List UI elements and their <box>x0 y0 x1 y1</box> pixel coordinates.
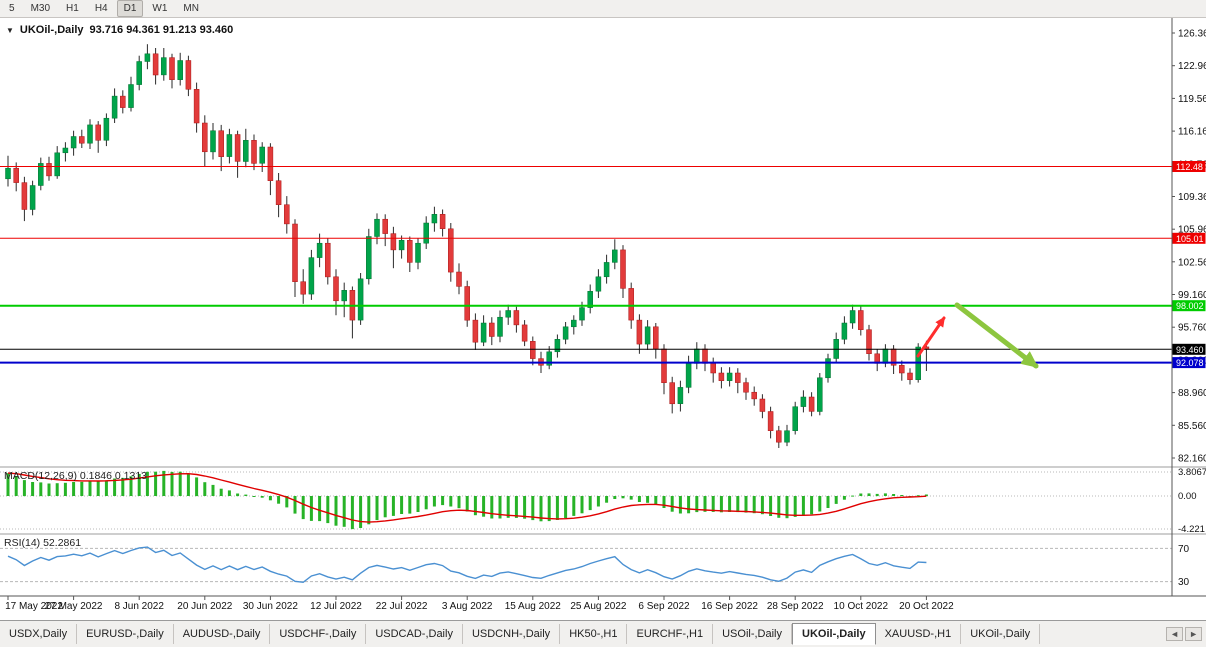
svg-text:30 Jun 2022: 30 Jun 2022 <box>243 601 298 612</box>
macd-panel: 3.8067 0.00 -4.221 MACD(12,26,9) 0.1846 0.1… <box>0 467 1206 535</box>
svg-text:82.160: 82.160 <box>1178 454 1206 465</box>
symbol-dropdown-icon[interactable]: ▼ <box>6 25 14 35</box>
svg-text:30: 30 <box>1178 577 1190 588</box>
chart-area[interactable]: 126.360122.960119.560116.160112.760109.3… <box>0 18 1206 620</box>
svg-text:25 Aug 2022: 25 Aug 2022 <box>570 601 627 612</box>
svg-text:122.960: 122.960 <box>1178 61 1206 72</box>
rsi-label: RSI(14) 52.2861 <box>4 537 81 549</box>
svg-text:17 May 2022: 17 May 2022 <box>5 601 63 612</box>
timeframe-toolbar: 5 M30 H1 H4 D1 W1 MN <box>0 0 1206 18</box>
price-tag-92.078: 92.078 <box>1172 357 1206 369</box>
svg-text:12 Jul 2022: 12 Jul 2022 <box>310 601 362 612</box>
svg-text:102.560: 102.560 <box>1178 257 1206 268</box>
tab-xauusd-h1[interactable]: XAUUSD-,H1 <box>876 624 962 644</box>
svg-text:3 Aug 2022: 3 Aug 2022 <box>442 601 493 612</box>
timeframe-m30[interactable]: M30 <box>30 3 51 14</box>
svg-text:85.560: 85.560 <box>1178 421 1206 432</box>
svg-text:8 Jun 2022: 8 Jun 2022 <box>114 601 164 612</box>
tab-hk50-h1[interactable]: HK50-,H1 <box>560 624 628 644</box>
svg-text:3.8067: 3.8067 <box>1178 467 1206 478</box>
svg-text:-4.221: -4.221 <box>1178 524 1205 535</box>
timeframe-d1[interactable]: D1 <box>116 0 144 17</box>
svg-text:109.360: 109.360 <box>1178 192 1206 203</box>
chart-canvas[interactable]: 126.360122.960119.560116.160112.760109.3… <box>0 18 1206 620</box>
timeframe-mn[interactable]: MN <box>183 3 199 14</box>
price-tag-112.48: 112.48 <box>1172 161 1206 172</box>
svg-text:98.002: 98.002 <box>1176 301 1204 311</box>
macd-label: MACD(12,26,9) 0.1846 0.1313 <box>4 470 147 482</box>
svg-text:0.00: 0.00 <box>1178 491 1197 502</box>
price-tag-93.460: 93.460 <box>1172 343 1206 355</box>
svg-text:27 May 2022: 27 May 2022 <box>45 601 103 612</box>
chart-ohlc-values: 93.716 94.361 91.213 93.460 <box>89 24 234 36</box>
red-up-arrow <box>916 316 946 358</box>
svg-text:6 Sep 2022: 6 Sep 2022 <box>638 601 690 612</box>
svg-text:112.48: 112.48 <box>1176 162 1203 172</box>
tab-usoil-daily[interactable]: USOil-,Daily <box>713 624 793 644</box>
svg-text:15 Aug 2022: 15 Aug 2022 <box>505 601 562 612</box>
timeframe-h4[interactable]: H4 <box>94 3 108 14</box>
tab-audusd-daily[interactable]: AUDUSD-,Daily <box>174 624 271 644</box>
tab-usdcnh-daily[interactable]: USDCNH-,Daily <box>463 624 561 644</box>
svg-text:20 Jun 2022: 20 Jun 2022 <box>177 601 232 612</box>
price-tag-98.002: 98.002 <box>1172 300 1206 312</box>
svg-text:10 Oct 2022: 10 Oct 2022 <box>834 601 889 612</box>
annotation-arrows[interactable] <box>916 302 1039 369</box>
svg-text:126.360: 126.360 <box>1178 29 1206 40</box>
svg-text:99.160: 99.160 <box>1178 290 1206 301</box>
tab-scroll-left-icon[interactable]: ◄ <box>1166 627 1184 641</box>
tab-usdchf-daily[interactable]: USDCHF-,Daily <box>270 624 367 644</box>
svg-text:88.960: 88.960 <box>1178 388 1206 399</box>
symbol-tabbar: USDX,Daily EURUSD-,Daily AUDUSD-,Daily U… <box>0 620 1206 647</box>
tab-ukoil-daily[interactable]: UKOil-,Daily <box>792 623 876 645</box>
candlestick-series <box>5 44 930 448</box>
svg-text:92.078: 92.078 <box>1176 358 1204 368</box>
tab-scroll-buttons: ◄ ► <box>1162 627 1206 641</box>
tab-scroll-right-icon[interactable]: ► <box>1185 627 1202 641</box>
rsi-panel: 70 30 RSI(14) 52.2861 <box>0 537 1190 588</box>
tab-usdx-daily[interactable]: USDX,Daily <box>0 624 78 644</box>
tab-eurchf-h1[interactable]: EURCHF-,H1 <box>627 624 714 644</box>
svg-text:28 Sep 2022: 28 Sep 2022 <box>767 601 824 612</box>
svg-text:119.560: 119.560 <box>1178 94 1206 105</box>
price-tag-105.01: 105.01 <box>1172 232 1206 244</box>
svg-text:93.460: 93.460 <box>1176 345 1204 355</box>
chart-symbol-title: ▼ UKOil-,Daily 93.716 94.361 91.213 93.4… <box>6 24 233 36</box>
tab-usdcad-daily[interactable]: USDCAD-,Daily <box>366 624 463 644</box>
svg-text:105.01: 105.01 <box>1176 234 1204 244</box>
svg-text:16 Sep 2022: 16 Sep 2022 <box>701 601 758 612</box>
tab-eurusd-daily[interactable]: EURUSD-,Daily <box>77 624 174 644</box>
green-down-arrow <box>954 302 1039 369</box>
timeframe-m5[interactable]: 5 <box>9 3 15 14</box>
svg-text:105.960: 105.960 <box>1178 225 1206 236</box>
chart-symbol-label: UKOil-,Daily <box>19 24 84 36</box>
svg-text:95.760: 95.760 <box>1178 323 1206 334</box>
timeframe-h1[interactable]: H1 <box>66 3 79 14</box>
tab-ukoil-daily-2[interactable]: UKOil-,Daily <box>961 624 1041 644</box>
price-axis[interactable]: 126.360122.960119.560116.160112.760109.3… <box>1172 29 1206 465</box>
svg-text:70: 70 <box>1178 544 1190 555</box>
svg-text:116.160: 116.160 <box>1178 127 1206 138</box>
timeframe-w1[interactable]: W1 <box>152 3 168 14</box>
svg-text:20 Oct 2022: 20 Oct 2022 <box>899 601 954 612</box>
svg-text:22 Jul 2022: 22 Jul 2022 <box>376 601 428 612</box>
